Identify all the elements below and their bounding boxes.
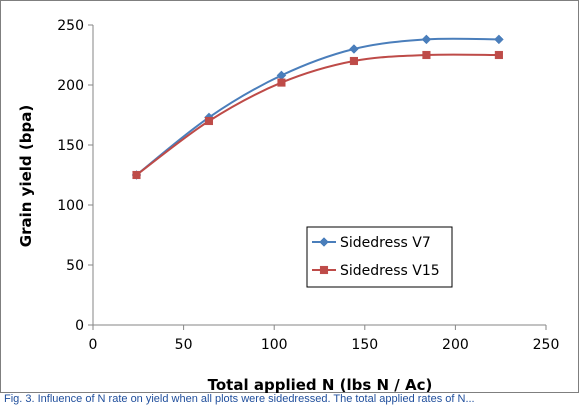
series-line (135, 53, 499, 176)
figure-caption: Fig. 3. Influence of N rate on yield whe… (4, 393, 475, 405)
y-tick-label: 200 (57, 78, 84, 94)
x-tick-label: 250 (533, 337, 560, 353)
data-point (421, 34, 432, 45)
y-axis-title: Grain yield (bpa) (17, 105, 35, 247)
x-tick-label: 200 (442, 337, 469, 353)
y-tick-label: 150 (57, 138, 84, 154)
y-tick-label: 100 (57, 198, 84, 214)
data-point (132, 170, 141, 180)
legend-box (306, 226, 453, 288)
x-tick-label: 0 (89, 337, 98, 353)
data-point (204, 116, 214, 126)
legend-marker (319, 237, 329, 247)
data-point (494, 50, 503, 60)
data-point (422, 50, 431, 60)
y-tick-label: 50 (66, 258, 84, 274)
x-tick-label: 150 (351, 337, 378, 353)
legend-label: Sidedress V7 (340, 235, 431, 251)
axes: 0 50 100 150 200 250 0 50 100 150 200 250 (57, 18, 559, 353)
data-point (277, 78, 286, 87)
y-tick-label: 0 (75, 318, 84, 334)
legend: Sidedress V7 Sidedress V15 (306, 226, 453, 288)
y-tick-label: 250 (57, 18, 84, 34)
chart: 0 50 100 150 200 250 0 50 100 150 200 250 Total app… (0, 0, 579, 394)
legend-label: Sidedress V15 (340, 263, 440, 279)
legend-marker (319, 265, 329, 275)
data-point (349, 56, 358, 66)
x-axis-title: Total applied N (lbs N / Ac) (208, 376, 433, 393)
x-tick-label: 50 (175, 337, 193, 353)
chart-border (0, 0, 579, 393)
series-2 (132, 50, 503, 180)
data-point (494, 34, 504, 45)
x-tick-label: 100 (261, 337, 288, 353)
data-point (349, 44, 359, 54)
series-layer (131, 34, 504, 180)
